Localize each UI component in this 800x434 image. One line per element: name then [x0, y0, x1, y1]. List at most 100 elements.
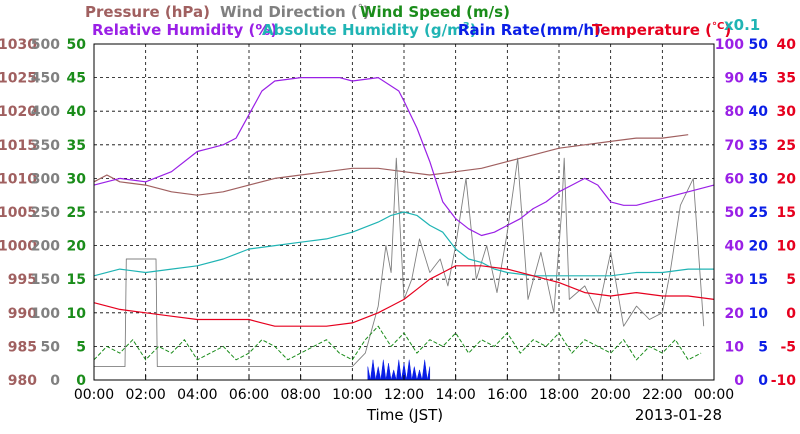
y-tick-label-temperature: 35 [777, 71, 796, 87]
legend-rain-rate-title: Rain Rate(mm/h) [458, 21, 601, 39]
y-tick-label-wind-direction: 50 [41, 339, 61, 355]
date-label: 2013-01-28 [635, 406, 722, 424]
legend-absolute-humidity-title: Absolute Humidity (g/m3) [262, 21, 477, 39]
series [93, 76, 715, 381]
y-tick-label-relative-humidity: 90 [725, 71, 745, 87]
y-tick-label-wind-speed: 10 [67, 306, 87, 322]
y-tick-label-rain-rate: 25 [749, 205, 768, 221]
y-tick-label-pressure: 1000 [0, 239, 37, 255]
series-line-wind-speed [93, 325, 702, 361]
series-line-pressure [93, 134, 689, 196]
x-tick-label: 00:00 [694, 387, 734, 403]
y-tick-label-pressure: 1030 [0, 37, 37, 53]
x-tick-label: 16:00 [487, 387, 527, 403]
series-line-rain-rate [367, 359, 431, 381]
y-tick-label-wind-speed: 40 [67, 104, 87, 120]
y-tick-label-wind-speed: 25 [67, 205, 86, 221]
y-tick-label-wind-speed: 5 [76, 339, 86, 355]
y-tick-label-pressure: 980 [8, 373, 37, 389]
y-tick-label-wind-speed: 50 [67, 37, 87, 53]
y-tick-label-rain-rate: 30 [749, 171, 769, 187]
y-tick-label-temperature: 40 [777, 37, 797, 53]
legend-temperature-title: Temperature (°C) [592, 21, 731, 39]
y-tick-label-temperature: 15 [777, 205, 796, 221]
series-line-temperature [93, 265, 715, 327]
y-tick-label-temperature: 10 [777, 239, 797, 255]
y-tick-label-wind-direction: 450 [31, 71, 60, 87]
y-tick-label-relative-humidity: 70 [725, 138, 745, 154]
x-tick-label: 08:00 [280, 387, 320, 403]
y-tick-label-relative-humidity: 0 [734, 373, 744, 389]
y-tick-label-pressure: 1010 [0, 171, 37, 187]
y-tick-label-wind-direction: 200 [31, 239, 60, 255]
y-tick-label-pressure: 1005 [0, 205, 37, 221]
series-line-absolute-humidity [93, 211, 714, 277]
y-tick-label-relative-humidity: 50 [725, 205, 745, 221]
x-tick-label: 12:00 [384, 387, 424, 403]
y-tick-label-rain-rate: 50 [749, 37, 769, 53]
y-tick-label-relative-humidity: 10 [725, 339, 745, 355]
y-tick-label-wind-speed: 35 [67, 138, 86, 154]
y-tick-label-rain-rate: 0 [758, 373, 768, 389]
y-tick-label-rain-rate: 35 [749, 138, 768, 154]
y-tick-label-temperature: -5 [780, 339, 796, 355]
legend-wind-speed-title: Wind Speed (m/s) [360, 3, 510, 21]
y-tick-label-wind-speed: 20 [67, 239, 87, 255]
y-tick-label-wind-speed: 45 [67, 71, 86, 87]
y-tick-label-wind-direction: 100 [31, 306, 60, 322]
x-tick-label: 10:00 [332, 387, 372, 403]
y-tick-label-wind-speed: 30 [67, 171, 87, 187]
y-tick-label-temperature: 0 [786, 306, 796, 322]
y-tick-label-temperature: 20 [777, 171, 797, 187]
y-tick-label-rain-rate: 5 [758, 339, 768, 355]
x-tick-label: 04:00 [177, 387, 217, 403]
y-tick-label-wind-speed: 15 [67, 272, 86, 288]
legend-pressure-title: Pressure (hPa) [85, 3, 210, 21]
legend-scale-note: x0.1 [724, 16, 760, 34]
y-tick-label-rain-rate: 15 [749, 272, 768, 288]
legend-relative-humidity-title: Relative Humidity (%) [92, 21, 277, 39]
grid [94, 44, 714, 380]
x-axis-label: Time (JST) [366, 406, 443, 424]
y-tick-label-pressure: 990 [8, 306, 37, 322]
y-tick-label-wind-direction: 400 [31, 104, 60, 120]
y-tick-label-relative-humidity: 60 [725, 171, 745, 187]
series-line-relative-humidity [93, 76, 715, 237]
y-tick-label-wind-direction: 0 [50, 373, 60, 389]
y-tick-label-temperature: 25 [777, 138, 796, 154]
y-tick-label-relative-humidity: 100 [715, 37, 744, 53]
series-line-wind-direction [94, 157, 705, 368]
y-tick-label-relative-humidity: 40 [725, 239, 745, 255]
x-tick-label: 18:00 [539, 387, 579, 403]
y-tick-label-pressure: 985 [8, 339, 37, 355]
x-tick-label: 00:00 [74, 387, 114, 403]
y-tick-label-wind-direction: 150 [31, 272, 60, 288]
x-tick-label: 14:00 [435, 387, 475, 403]
y-tick-label-pressure: 995 [8, 272, 37, 288]
y-tick-label-rain-rate: 20 [749, 239, 769, 255]
y-tick-label-relative-humidity: 20 [725, 306, 745, 322]
y-tick-label-pressure: 1015 [0, 138, 37, 154]
y-tick-label-rain-rate: 40 [749, 104, 769, 120]
y-tick-label-rain-rate: 10 [749, 306, 769, 322]
y-tick-label-wind-direction: 500 [31, 37, 60, 53]
y-tick-label-relative-humidity: 80 [725, 104, 745, 120]
legend-wind-direction-title: Wind Direction (°) [220, 3, 370, 21]
y-tick-label-rain-rate: 45 [749, 71, 768, 87]
y-tick-label-relative-humidity: 30 [725, 272, 745, 288]
axes: 00:00 02:00 04:00 06:00 08:00 10:00 12:00 14:00… [0, 37, 796, 403]
y-tick-label-wind-speed: 0 [76, 373, 86, 389]
y-tick-label-pressure: 1020 [0, 104, 37, 120]
y-tick-label-wind-direction: 350 [31, 138, 60, 154]
y-tick-label-temperature: 30 [777, 104, 797, 120]
y-tick-label-pressure: 1025 [0, 71, 37, 87]
x-tick-label: 22:00 [642, 387, 682, 403]
x-tick-label: 20:00 [590, 387, 630, 403]
y-tick-label-wind-direction: 300 [31, 171, 60, 187]
y-tick-label-temperature: -10 [771, 373, 797, 389]
y-tick-label-temperature: 5 [786, 272, 796, 288]
x-tick-label: 02:00 [125, 387, 165, 403]
x-tick-label: 06:00 [229, 387, 269, 403]
